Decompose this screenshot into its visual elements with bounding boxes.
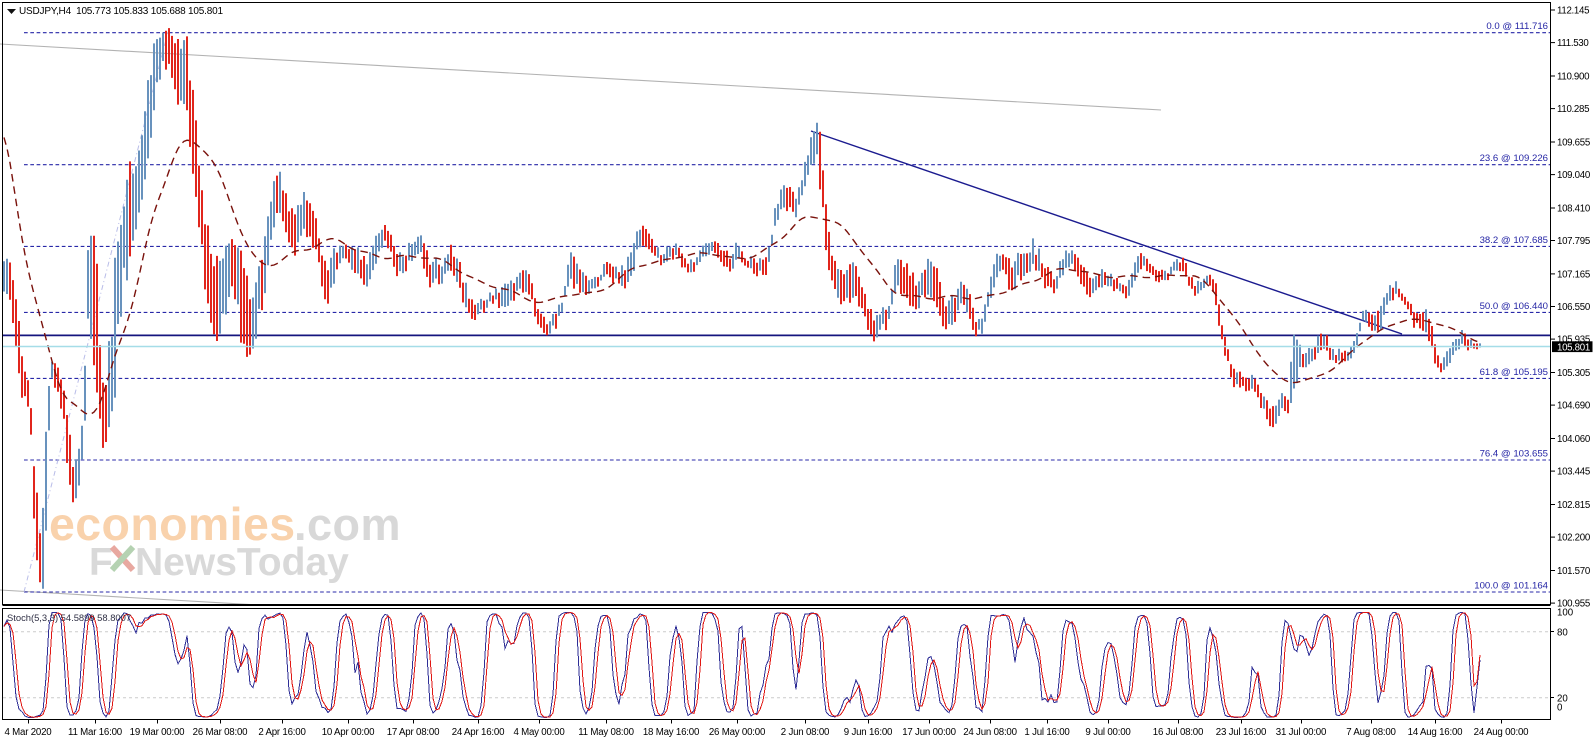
svg-text:economies: economies [49,498,296,550]
svg-text:109.655: 109.655 [1557,138,1590,149]
svg-text:11 Mar 16:00: 11 Mar 16:00 [68,727,123,738]
svg-text:4 May 00:00: 4 May 00:00 [513,727,565,738]
svg-text:18 May 16:00: 18 May 16:00 [643,727,700,738]
svg-text:104.690: 104.690 [1557,401,1591,412]
svg-text:7 Aug 08:00: 7 Aug 08:00 [1346,727,1396,738]
svg-text:24 Apr 16:00: 24 Apr 16:00 [452,727,505,738]
svg-text:107.795: 107.795 [1557,236,1590,247]
svg-text:100: 100 [1557,608,1574,619]
svg-text:2 Apr 16:00: 2 Apr 16:00 [258,727,306,738]
svg-text:107.165: 107.165 [1557,270,1590,281]
svg-text:100.955: 100.955 [1557,599,1590,610]
svg-text:110.900: 110.900 [1557,72,1590,83]
svg-text:17 Apr 08:00: 17 Apr 08:00 [387,727,440,738]
svg-text:14 Aug 16:00: 14 Aug 16:00 [1408,727,1464,738]
svg-text:105.935: 105.935 [1557,335,1590,346]
svg-text:106.550: 106.550 [1557,302,1591,313]
svg-text:108.410: 108.410 [1557,204,1591,215]
svg-text:20: 20 [1557,693,1568,704]
svg-text:17 Jun 00:00: 17 Jun 00:00 [902,727,956,738]
svg-text:0: 0 [1557,703,1563,714]
svg-text:104.060: 104.060 [1557,434,1591,445]
svg-text:102.200: 102.200 [1557,533,1591,544]
svg-text:NewsToday: NewsToday [135,541,349,584]
svg-text:76.4 @ 103.655: 76.4 @ 103.655 [1480,449,1548,460]
svg-text:16 Jul 08:00: 16 Jul 08:00 [1153,727,1204,738]
svg-text:101.570: 101.570 [1557,566,1591,577]
svg-text:105.305: 105.305 [1557,368,1590,379]
svg-text:23.6 @ 109.226: 23.6 @ 109.226 [1480,153,1548,164]
svg-text:9 Jul 00:00: 9 Jul 00:00 [1085,727,1131,738]
svg-text:103.445: 103.445 [1557,467,1590,478]
svg-text:0.0 @ 111.716: 0.0 @ 111.716 [1486,21,1548,32]
svg-text:80: 80 [1557,627,1568,638]
svg-text:USDJPY,H4 105.773 105.833 105: USDJPY,H4 105.773 105.833 105.688 105.80… [19,6,223,17]
svg-text:11 May 08:00: 11 May 08:00 [578,727,634,738]
svg-text:109.040: 109.040 [1557,170,1591,181]
svg-text:24 Jun 08:00: 24 Jun 08:00 [963,727,1017,738]
svg-text:10 Apr 00:00: 10 Apr 00:00 [322,727,375,738]
svg-text:4 Mar 2020: 4 Mar 2020 [4,727,52,738]
svg-text:F: F [89,541,113,584]
svg-text:111.530: 111.530 [1557,38,1589,49]
svg-text:110.285: 110.285 [1557,104,1589,115]
svg-text:23 Jul 16:00: 23 Jul 16:00 [1216,727,1267,738]
svg-text:19 Mar 00:00: 19 Mar 00:00 [130,727,185,738]
svg-text:38.2 @ 107.685: 38.2 @ 107.685 [1480,235,1548,246]
svg-text:105.801: 105.801 [1557,343,1590,354]
svg-text:9 Jun 16:00: 9 Jun 16:00 [844,727,893,738]
svg-text:112.145: 112.145 [1557,6,1589,17]
svg-text:61.8 @ 105.195: 61.8 @ 105.195 [1480,367,1548,378]
svg-text:.com: .com [294,499,401,550]
svg-text:50.0 @ 106.440: 50.0 @ 106.440 [1480,301,1548,312]
svg-text:24 Aug 00:00: 24 Aug 00:00 [1474,727,1530,738]
svg-text:Stoch(5,3,3) 54.5899 58.8007: Stoch(5,3,3) 54.5899 58.8007 [7,612,131,623]
svg-text:2 Jun 08:00: 2 Jun 08:00 [781,727,830,738]
svg-text:102.815: 102.815 [1557,500,1590,511]
svg-text:1 Jul 16:00: 1 Jul 16:00 [1024,727,1070,738]
svg-text:31 Jul 00:00: 31 Jul 00:00 [1276,727,1327,738]
svg-text:26 May 00:00: 26 May 00:00 [709,727,766,738]
svg-text:26 Mar 08:00: 26 Mar 08:00 [193,727,248,738]
svg-text:100.0 @ 101.164: 100.0 @ 101.164 [1474,581,1548,592]
